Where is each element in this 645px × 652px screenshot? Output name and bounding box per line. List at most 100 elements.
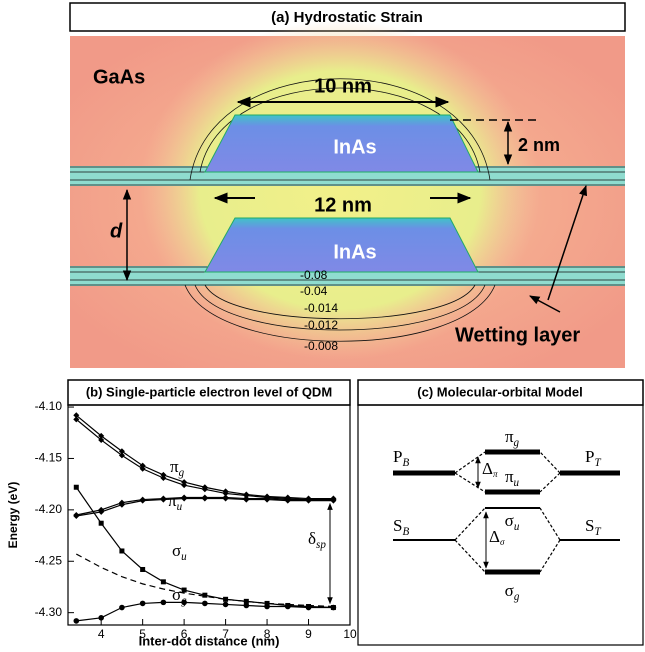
- curve-label: δsp: [308, 529, 326, 551]
- symbol: Δ: [482, 459, 493, 478]
- width-label: 10 nm: [314, 75, 372, 97]
- height-label: 2 nm: [518, 135, 560, 155]
- subscript: sp: [316, 539, 326, 551]
- symbol: P: [585, 447, 594, 466]
- series-line: [76, 554, 333, 606]
- x-axis-label: Inter-dot distance (nm): [139, 633, 280, 648]
- level-label: ST: [585, 516, 601, 538]
- subscript: u: [514, 521, 520, 533]
- y-tick-label: -4.20: [35, 502, 63, 516]
- marker: [202, 601, 208, 607]
- marker: [202, 593, 207, 598]
- gap-label: Δσ: [489, 527, 505, 547]
- level-label: σu: [505, 511, 520, 533]
- level-label: PT: [585, 447, 601, 469]
- subscript: g: [514, 437, 520, 449]
- marker: [264, 604, 270, 610]
- subscript: σ: [500, 537, 505, 547]
- marker: [73, 618, 79, 624]
- level-label: πg: [505, 427, 520, 449]
- marker: [98, 615, 104, 621]
- symbol: Δ: [489, 527, 500, 546]
- symbol: S: [585, 516, 594, 535]
- curve-label: πg: [170, 457, 185, 479]
- x-tick-label: 7: [222, 627, 229, 641]
- contour-label: -0.014: [304, 301, 338, 315]
- marker: [161, 600, 167, 606]
- marker: [140, 567, 145, 572]
- x-tick-label: 6: [181, 627, 188, 641]
- symbol: δ: [308, 529, 316, 548]
- subscript: B: [402, 457, 409, 469]
- marker: [73, 513, 79, 519]
- x-tick-label: 5: [139, 627, 146, 641]
- marker: [74, 485, 79, 490]
- chart-title: (b) Single-particle electron level of QD…: [86, 384, 332, 399]
- contour-label: -0.008: [304, 339, 338, 353]
- marker: [119, 605, 125, 611]
- marker: [223, 496, 229, 502]
- wetting-label: Wetting layer: [455, 324, 580, 346]
- level-label: PB: [393, 447, 409, 469]
- curve-label: σu: [172, 541, 187, 563]
- marker: [306, 605, 312, 611]
- subscript: g: [514, 591, 520, 603]
- contour-label: -0.08: [300, 268, 328, 282]
- marker: [161, 579, 166, 584]
- dot-label: InAs: [333, 241, 376, 263]
- symbol: σ: [505, 581, 514, 600]
- panel-a: (a) Hydrostatic Strain GaAs 10 nm InAs I…: [70, 3, 625, 368]
- halo: [140, 20, 540, 360]
- gap-label: Δπ: [482, 459, 498, 479]
- subscript: g: [179, 467, 185, 479]
- marker: [223, 602, 229, 608]
- x-tick-label: 10: [343, 627, 357, 641]
- subscript: u: [177, 501, 183, 513]
- figure: (a) Hydrostatic Strain GaAs 10 nm InAs I…: [0, 0, 645, 652]
- symbol: σ: [172, 585, 181, 604]
- contour-label: -0.04: [300, 284, 328, 298]
- subscript: u: [514, 477, 520, 489]
- subscript: u: [181, 551, 187, 563]
- level-label: πu: [505, 467, 520, 489]
- symbol: σ: [172, 541, 181, 560]
- marker: [182, 588, 187, 593]
- matrix-label: GaAs: [93, 66, 145, 88]
- marker: [202, 496, 208, 502]
- marker: [140, 601, 146, 607]
- marker: [331, 605, 337, 611]
- marker: [243, 497, 249, 503]
- marker: [140, 498, 146, 504]
- subscript: T: [594, 457, 601, 469]
- level-label: SB: [393, 516, 409, 538]
- marker: [160, 497, 166, 503]
- contour-label: -0.012: [304, 318, 338, 332]
- subscript: T: [594, 526, 601, 538]
- subscript: π: [493, 469, 498, 479]
- subscript: g: [181, 595, 187, 607]
- x-tick-label: 4: [98, 627, 105, 641]
- spacing-label: 12 nm: [314, 194, 372, 216]
- y-tick-label: -4.25: [35, 553, 63, 567]
- marker: [244, 603, 250, 609]
- marker: [99, 521, 104, 526]
- symbol: S: [393, 516, 402, 535]
- plot-frame: [68, 405, 350, 625]
- y-tick-label: -4.30: [35, 605, 63, 619]
- level-label: σg: [505, 581, 520, 603]
- y-tick-label: -4.10: [35, 399, 63, 413]
- symbol: P: [393, 447, 402, 466]
- x-tick-label: 9: [305, 627, 312, 641]
- marker: [285, 604, 291, 610]
- y-axis-label: Energy (eV): [6, 482, 20, 549]
- y-tick-label: -4.15: [35, 451, 63, 465]
- dot-label: InAs: [333, 136, 376, 158]
- symbol: σ: [505, 511, 514, 530]
- subscript: B: [402, 526, 409, 538]
- x-tick-label: 8: [264, 627, 271, 641]
- marker: [119, 548, 124, 553]
- curve-label: πu: [168, 491, 183, 513]
- panel-title: (c) Molecular-orbital Model: [417, 384, 582, 399]
- separation-label: d: [110, 220, 123, 242]
